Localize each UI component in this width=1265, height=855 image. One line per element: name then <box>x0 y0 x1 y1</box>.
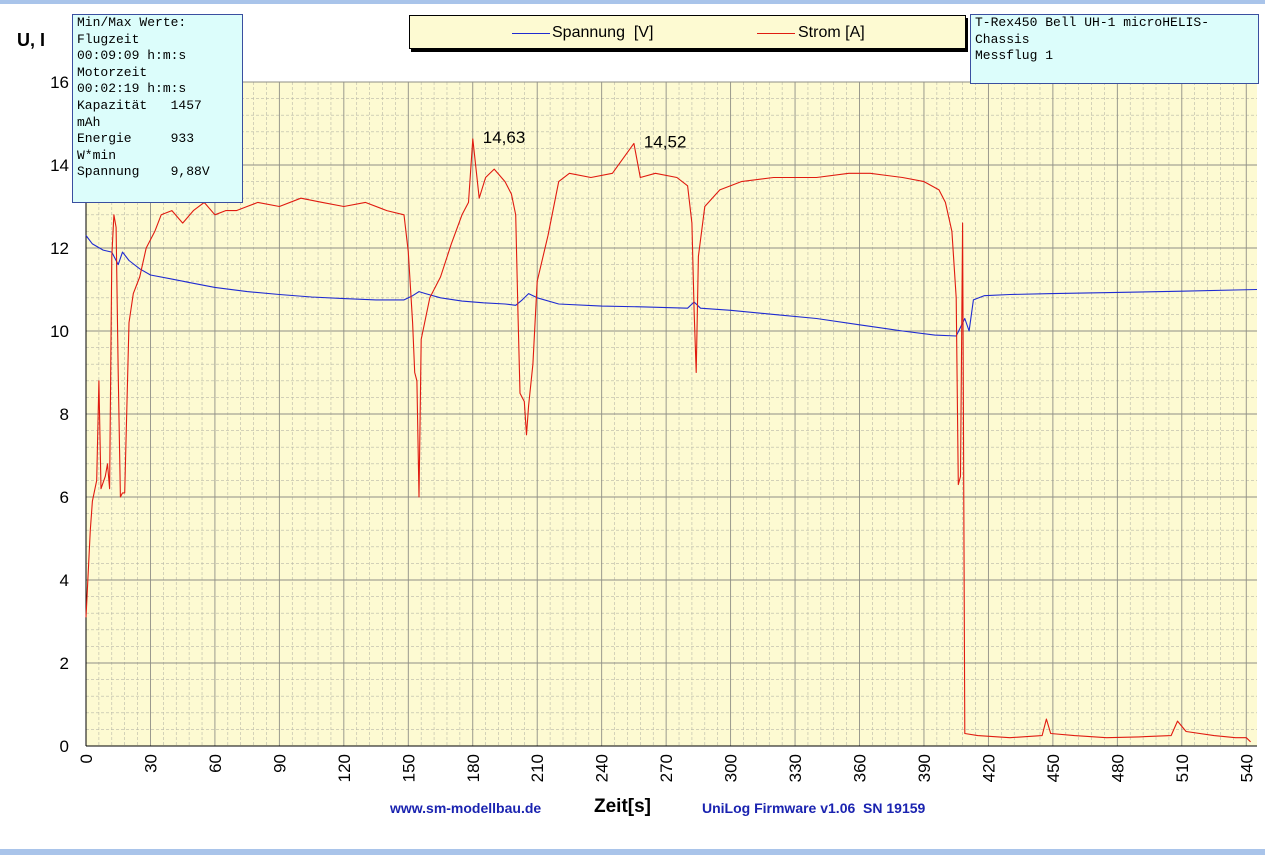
y-tick-label: 10 <box>50 322 69 341</box>
x-tick-label: 0 <box>77 754 96 763</box>
x-tick-label: 90 <box>270 754 289 773</box>
y-axis-label: U, I <box>17 30 46 50</box>
peak-annotation: 14,52 <box>644 132 687 151</box>
title-box-line: T-Rex450 Bell UH-1 microHELIS- <box>975 15 1210 30</box>
legend-strom-line <box>757 33 795 34</box>
legend-spannung-label: Spannung [V] <box>552 24 654 41</box>
stats-box-line: mAh <box>77 114 101 130</box>
legend-spannung-line <box>512 33 550 34</box>
stats-box-line: Spannung 9,88V <box>77 164 210 180</box>
y-tick-label: 0 <box>60 737 69 756</box>
footer-website: www.sm-modellbau.de <box>390 800 542 816</box>
y-tick-label: 4 <box>60 571 69 590</box>
x-tick-label: 30 <box>141 754 160 773</box>
y-tick-label: 8 <box>60 405 69 424</box>
stats-box-line: Flugzeit <box>77 31 140 47</box>
x-tick-label: 480 <box>1108 754 1127 782</box>
x-tick-label: 180 <box>464 754 483 782</box>
x-tick-label: 420 <box>979 754 998 782</box>
x-tick-label: 270 <box>657 754 676 782</box>
x-tick-label: 210 <box>528 754 547 782</box>
strom-series-line <box>85 138 1251 743</box>
stats-box-line: 00:02:19 h:m:s <box>77 81 187 97</box>
legend: Spannung [V] Strom [A] <box>409 15 966 49</box>
x-axis-label: Zeit[s] <box>594 796 651 817</box>
x-tick-label: 510 <box>1173 754 1192 782</box>
stats-box-line: 00:09:09 h:m:s <box>77 48 187 64</box>
stats-box-line: Motorzeit <box>77 64 148 80</box>
annotations: 14,63 14,52 <box>483 128 687 152</box>
title-box: T-Rex450 Bell UH-1 microHELIS- Chassis Mes… <box>970 14 1259 84</box>
x-tick-label: 390 <box>915 754 934 782</box>
y-tick-label: 6 <box>60 488 69 507</box>
stats-box-line: Min/Max Werte: <box>77 15 187 30</box>
window-frame-bottom <box>0 849 1265 855</box>
x-tick-label: 360 <box>851 754 870 782</box>
y-tick-label: 14 <box>50 156 69 175</box>
y-tick-label: 12 <box>50 239 69 258</box>
x-tick-label: 450 <box>1044 754 1063 782</box>
x-tick-label: 120 <box>335 754 354 782</box>
x-tick-label: 540 <box>1237 754 1256 782</box>
y-tick-label: 16 <box>50 73 69 92</box>
stats-box-line: W*min <box>77 147 117 163</box>
x-tick-label: 60 <box>206 754 225 773</box>
stats-box-line: Kapazität 1457 <box>77 97 202 113</box>
x-tick-label: 330 <box>786 754 805 782</box>
x-tick-label: 240 <box>593 754 612 782</box>
title-box-line: Chassis <box>975 31 1030 47</box>
stats-box-line: Energie 933 <box>77 131 195 147</box>
peak-annotation: 14,63 <box>483 128 526 147</box>
stats-box: Min/Max Werte: Flugzeit 00:09:09 h:m:s Moto… <box>72 14 243 203</box>
x-tick-label: 150 <box>399 754 418 782</box>
title-box-line: Messflug 1 <box>975 48 1054 64</box>
y-tick-label: 2 <box>60 654 69 673</box>
window-frame-top <box>0 0 1265 4</box>
x-tick-label: 300 <box>722 754 741 782</box>
tick-labels: 0 2 4 6 8 10 12 14 16 0 30 60 90 120 150 180 210 240 270 30… <box>50 73 1256 782</box>
series-lines <box>85 138 1258 743</box>
footer-firmware: UniLog Firmware v1.06 SN 19159 <box>702 800 926 816</box>
legend-strom-label: Strom [A] <box>798 24 865 41</box>
